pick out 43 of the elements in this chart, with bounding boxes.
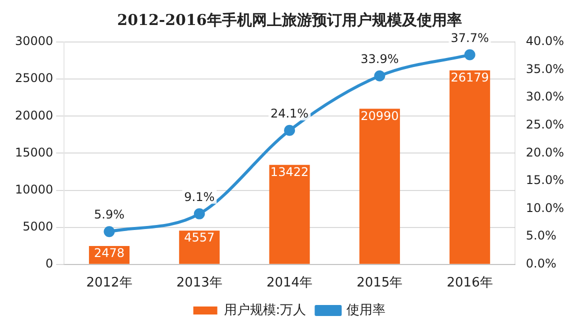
y2-tick-label: 25.0% xyxy=(526,118,564,132)
point xyxy=(284,124,296,136)
bar xyxy=(359,108,400,264)
x-tick-label: 2012年 xyxy=(86,276,132,291)
y2-tick-label: 0.0% xyxy=(526,256,556,271)
point xyxy=(194,208,205,220)
y-tick-label: 10000 xyxy=(14,182,54,196)
x-tick-label: 2013年 xyxy=(176,276,222,291)
chart-title: 2012-2016年手机网上旅游预订用户规模及使用率 xyxy=(117,10,462,29)
x-tick-label: 2016年 xyxy=(446,276,493,291)
y-tick-label: 5000 xyxy=(22,219,54,234)
data-label: 24.1% xyxy=(270,106,309,121)
legend-label: 使用率 xyxy=(346,302,386,318)
y-tick-label: 20000 xyxy=(14,108,54,122)
x-tick-label: 2015年 xyxy=(356,276,403,291)
y-tick-label: 15000 xyxy=(14,145,54,160)
y-tick-label: 0 xyxy=(46,256,54,271)
y2-tick-label: 10.0% xyxy=(526,200,564,215)
bar xyxy=(179,230,220,264)
data-label: 37.7% xyxy=(450,30,489,45)
x-tick-label: 2014年 xyxy=(266,276,313,291)
y2-tick-label: 40.0% xyxy=(526,34,564,48)
data-label: 2478 xyxy=(94,246,125,260)
point xyxy=(104,226,115,238)
point xyxy=(464,49,476,60)
y-tick-label: 30000 xyxy=(14,34,54,48)
data-label: 9.1% xyxy=(184,190,215,204)
bar xyxy=(450,70,490,264)
legend-label: 用户规模:万人 xyxy=(224,302,306,318)
data-label: 5.9% xyxy=(94,208,124,222)
data-label: 33.9% xyxy=(360,52,399,66)
y2-tick-label: 30.0% xyxy=(526,90,564,104)
data-label: 26179 xyxy=(450,70,489,84)
data-label: 20990 xyxy=(360,108,399,123)
y2-tick-label: 5.0% xyxy=(526,228,556,243)
bar xyxy=(269,164,310,264)
y2-tick-label: 20.0% xyxy=(526,145,564,160)
y2-tick-label: 35.0% xyxy=(526,62,564,76)
y2-tick-label: 15.0% xyxy=(526,173,564,188)
data-label: 13422 xyxy=(270,165,309,180)
data-label: 4557 xyxy=(184,230,215,245)
point xyxy=(374,70,386,82)
y-tick-label: 25000 xyxy=(14,71,54,86)
